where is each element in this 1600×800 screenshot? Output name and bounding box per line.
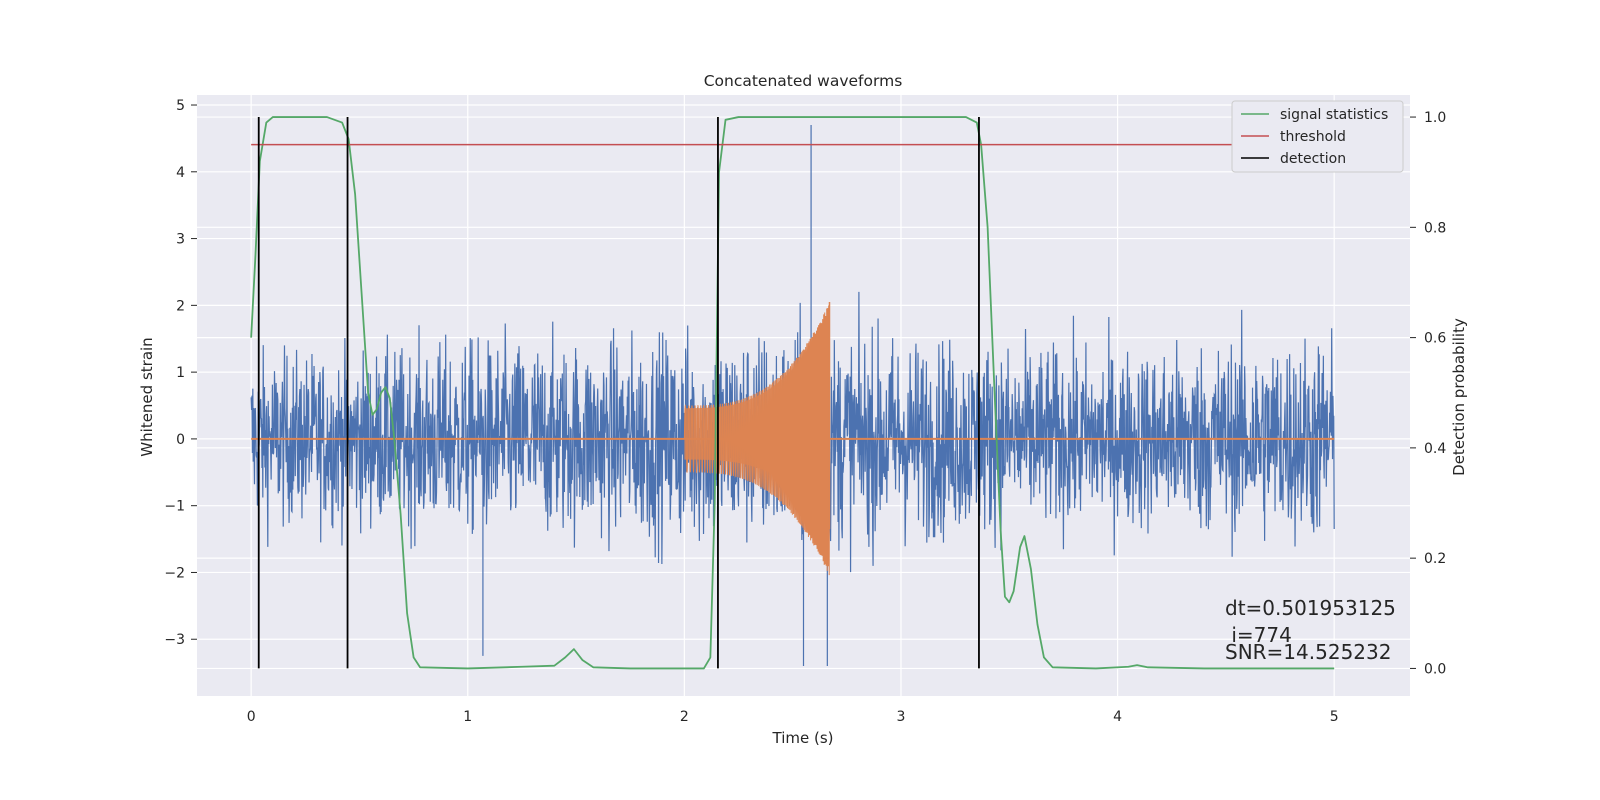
y-axis-right-ticks: 1.0 0.8 0.6 0.4 0.2 0.0: [1410, 110, 1446, 677]
legend-box: [1231, 100, 1404, 173]
signal-statistics-series: [250, 116, 1335, 670]
chart-title: Concatenated waveforms: [704, 72, 903, 90]
y2-tick-label: 0.8: [1424, 220, 1446, 236]
y2-tick-label: 1.0: [1424, 110, 1446, 126]
x-tick-label: 1: [463, 709, 472, 725]
y-tick-label: 5: [176, 98, 185, 114]
y-tick-label: −1: [164, 499, 185, 515]
x-tick-label: 3: [897, 709, 906, 725]
legend-label-threshold: threshold: [1280, 129, 1346, 145]
y-tick-label: 4: [176, 165, 185, 181]
y-tick-label: −3: [164, 632, 185, 648]
y2-tick-label: 0.4: [1424, 441, 1446, 457]
x-tick-label: 5: [1330, 709, 1339, 725]
y2-axis-label: Detection probability: [1450, 318, 1468, 476]
x-tick-label: 0: [247, 709, 256, 725]
annotation-snr: SNR=14.525232: [1225, 640, 1391, 664]
annotation-index: i=774: [1225, 623, 1292, 647]
y2-tick-label: 0.2: [1424, 551, 1446, 567]
y-axis-left-ticks: 5 4 3 2 1 0 −1 −2 −3: [164, 98, 197, 648]
signal-statistics-line: [250, 116, 1335, 670]
y-tick-label: 2: [176, 298, 185, 314]
legend-label-signal-statistics: signal statistics: [1280, 107, 1388, 123]
x-tick-label: 2: [680, 709, 689, 725]
legend-label-detection: detection: [1280, 151, 1346, 167]
y-tick-label: 0: [176, 432, 185, 448]
x-axis-ticks: 0 1 2 3 4 5: [247, 709, 1339, 725]
injected-waveform-series: [251, 302, 1335, 576]
x-axis-label: Time (s): [772, 729, 834, 747]
detection-series: [257, 117, 980, 669]
legend: signal statistics threshold detection: [1231, 100, 1404, 173]
y-axis-label: Whitened strain: [138, 337, 156, 456]
y2-tick-label: 0.0: [1424, 661, 1446, 677]
y-tick-label: 1: [176, 365, 185, 381]
y-tick-label: −2: [164, 565, 185, 581]
injected-waveform-line: [683, 305, 830, 576]
y-tick-label: 3: [176, 232, 185, 248]
y2-tick-label: 0.6: [1424, 331, 1446, 347]
x-tick-label: 4: [1113, 709, 1122, 725]
annotation-dt: dt=0.501953125: [1225, 596, 1396, 620]
